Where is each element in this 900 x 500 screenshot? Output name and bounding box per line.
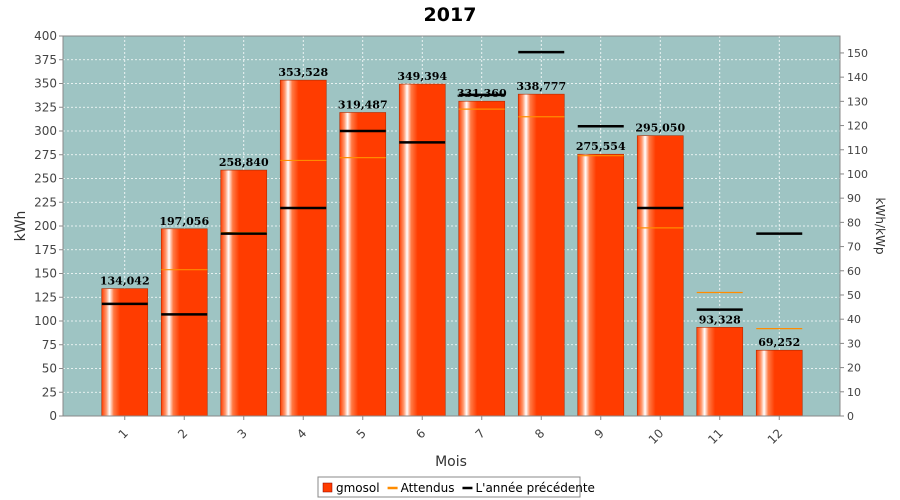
data-label: 353,528: [278, 66, 328, 79]
legend-box: [317, 476, 581, 498]
plot-border: [62, 35, 841, 417]
y-tick-label: 350: [34, 77, 57, 91]
x-tick-label: 7: [473, 426, 488, 441]
y-tick-label: 400: [34, 29, 57, 43]
y-tick-label: 0: [49, 409, 57, 423]
y2-tick-label: 110: [847, 144, 868, 157]
legend: gmosol Attendus L'année précédente: [317, 476, 595, 498]
y-tick-label: 275: [34, 148, 57, 162]
y-axis-title: kWh: [13, 211, 29, 242]
y-tick-label: 375: [34, 53, 57, 67]
x-tick-label: 8: [532, 426, 547, 441]
data-label: 69,252: [758, 336, 800, 349]
markers: [101, 50, 803, 330]
y2-tick-label: 60: [847, 265, 861, 278]
y-tick-label: 300: [34, 124, 57, 138]
x-tick-label: 9: [592, 426, 607, 441]
y-tick-label: 150: [34, 267, 57, 281]
y-tick-label: 200: [34, 219, 57, 233]
axes: 0255075100125150175200225250275300325350…: [34, 29, 868, 447]
y2-axis-title: kWh/kWp: [873, 198, 887, 255]
y2-tick-label: 80: [847, 216, 861, 229]
y-tick-label: 50: [42, 362, 57, 376]
legend-swatch: [322, 482, 333, 493]
bar: [458, 100, 506, 417]
y-tick-label: 125: [34, 290, 57, 304]
y2-tick-label: 120: [847, 120, 868, 133]
y2-tick-label: 70: [847, 241, 861, 254]
data-label: 93,328: [699, 313, 741, 326]
legend-label: gmosol: [336, 481, 380, 495]
y2-tick-label: 100: [847, 168, 868, 181]
data-label: 295,050: [635, 122, 685, 135]
y2-tick-label: 0: [847, 410, 854, 423]
y-tick-label: 250: [34, 172, 57, 186]
x-tick-label: 3: [235, 426, 250, 441]
bar: [160, 228, 208, 417]
bar: [220, 169, 268, 417]
bar: [636, 135, 684, 417]
y2-tick-label: 140: [847, 71, 868, 84]
y2-tick-label: 40: [847, 313, 861, 326]
y-tick-label: 25: [42, 385, 57, 399]
y2-tick-label: 50: [847, 289, 861, 302]
bar: [577, 153, 625, 417]
data-label: 349,394: [397, 70, 447, 83]
data-label: 331,360: [457, 87, 507, 100]
bar: [398, 83, 446, 417]
bars: [101, 79, 803, 417]
y2-tick-label: 30: [847, 337, 861, 350]
data-label: 275,554: [576, 140, 626, 153]
data-label: 258,840: [219, 156, 269, 169]
legend-label: Attendus: [401, 481, 455, 495]
x-tick-label: 6: [413, 426, 428, 441]
y-tick-label: 75: [42, 338, 57, 352]
data-labels: 134,042 197,056 258,840 353,528 319,487 349,3…: [100, 66, 800, 349]
bar: [279, 79, 327, 417]
y2-tick-label: 130: [847, 95, 868, 108]
x-tick-label: 12: [765, 426, 786, 447]
y-tick-label: 175: [34, 243, 57, 257]
y2-tick-label: 20: [847, 362, 861, 375]
data-label: 319,487: [338, 98, 388, 111]
x-tick-label: 1: [116, 426, 131, 441]
x-tick-label: 4: [294, 426, 309, 441]
data-label: 134,042: [100, 275, 150, 288]
x-tick-label: 2: [175, 426, 190, 441]
bar: [517, 93, 565, 417]
x-tick-label: 11: [705, 426, 726, 447]
data-label: 338,777: [516, 80, 566, 93]
bar: [101, 288, 149, 417]
y2-tick-label: 150: [847, 47, 868, 60]
data-label: 197,056: [159, 215, 209, 228]
x-tick-label: 10: [646, 426, 667, 447]
bar: [696, 327, 744, 417]
chart-title: 2017: [424, 4, 477, 26]
x-tick-label: 5: [354, 426, 369, 441]
legend-label: L'année précédente: [475, 481, 594, 495]
x-axis-title: Mois: [435, 454, 467, 470]
bar: [755, 349, 803, 417]
y-tick-label: 100: [34, 314, 57, 328]
y2-tick-label: 90: [847, 192, 861, 205]
y2-tick-label: 10: [847, 386, 861, 399]
y-tick-label: 325: [34, 100, 57, 114]
y-tick-label: 225: [34, 195, 57, 209]
bar: [339, 112, 387, 417]
